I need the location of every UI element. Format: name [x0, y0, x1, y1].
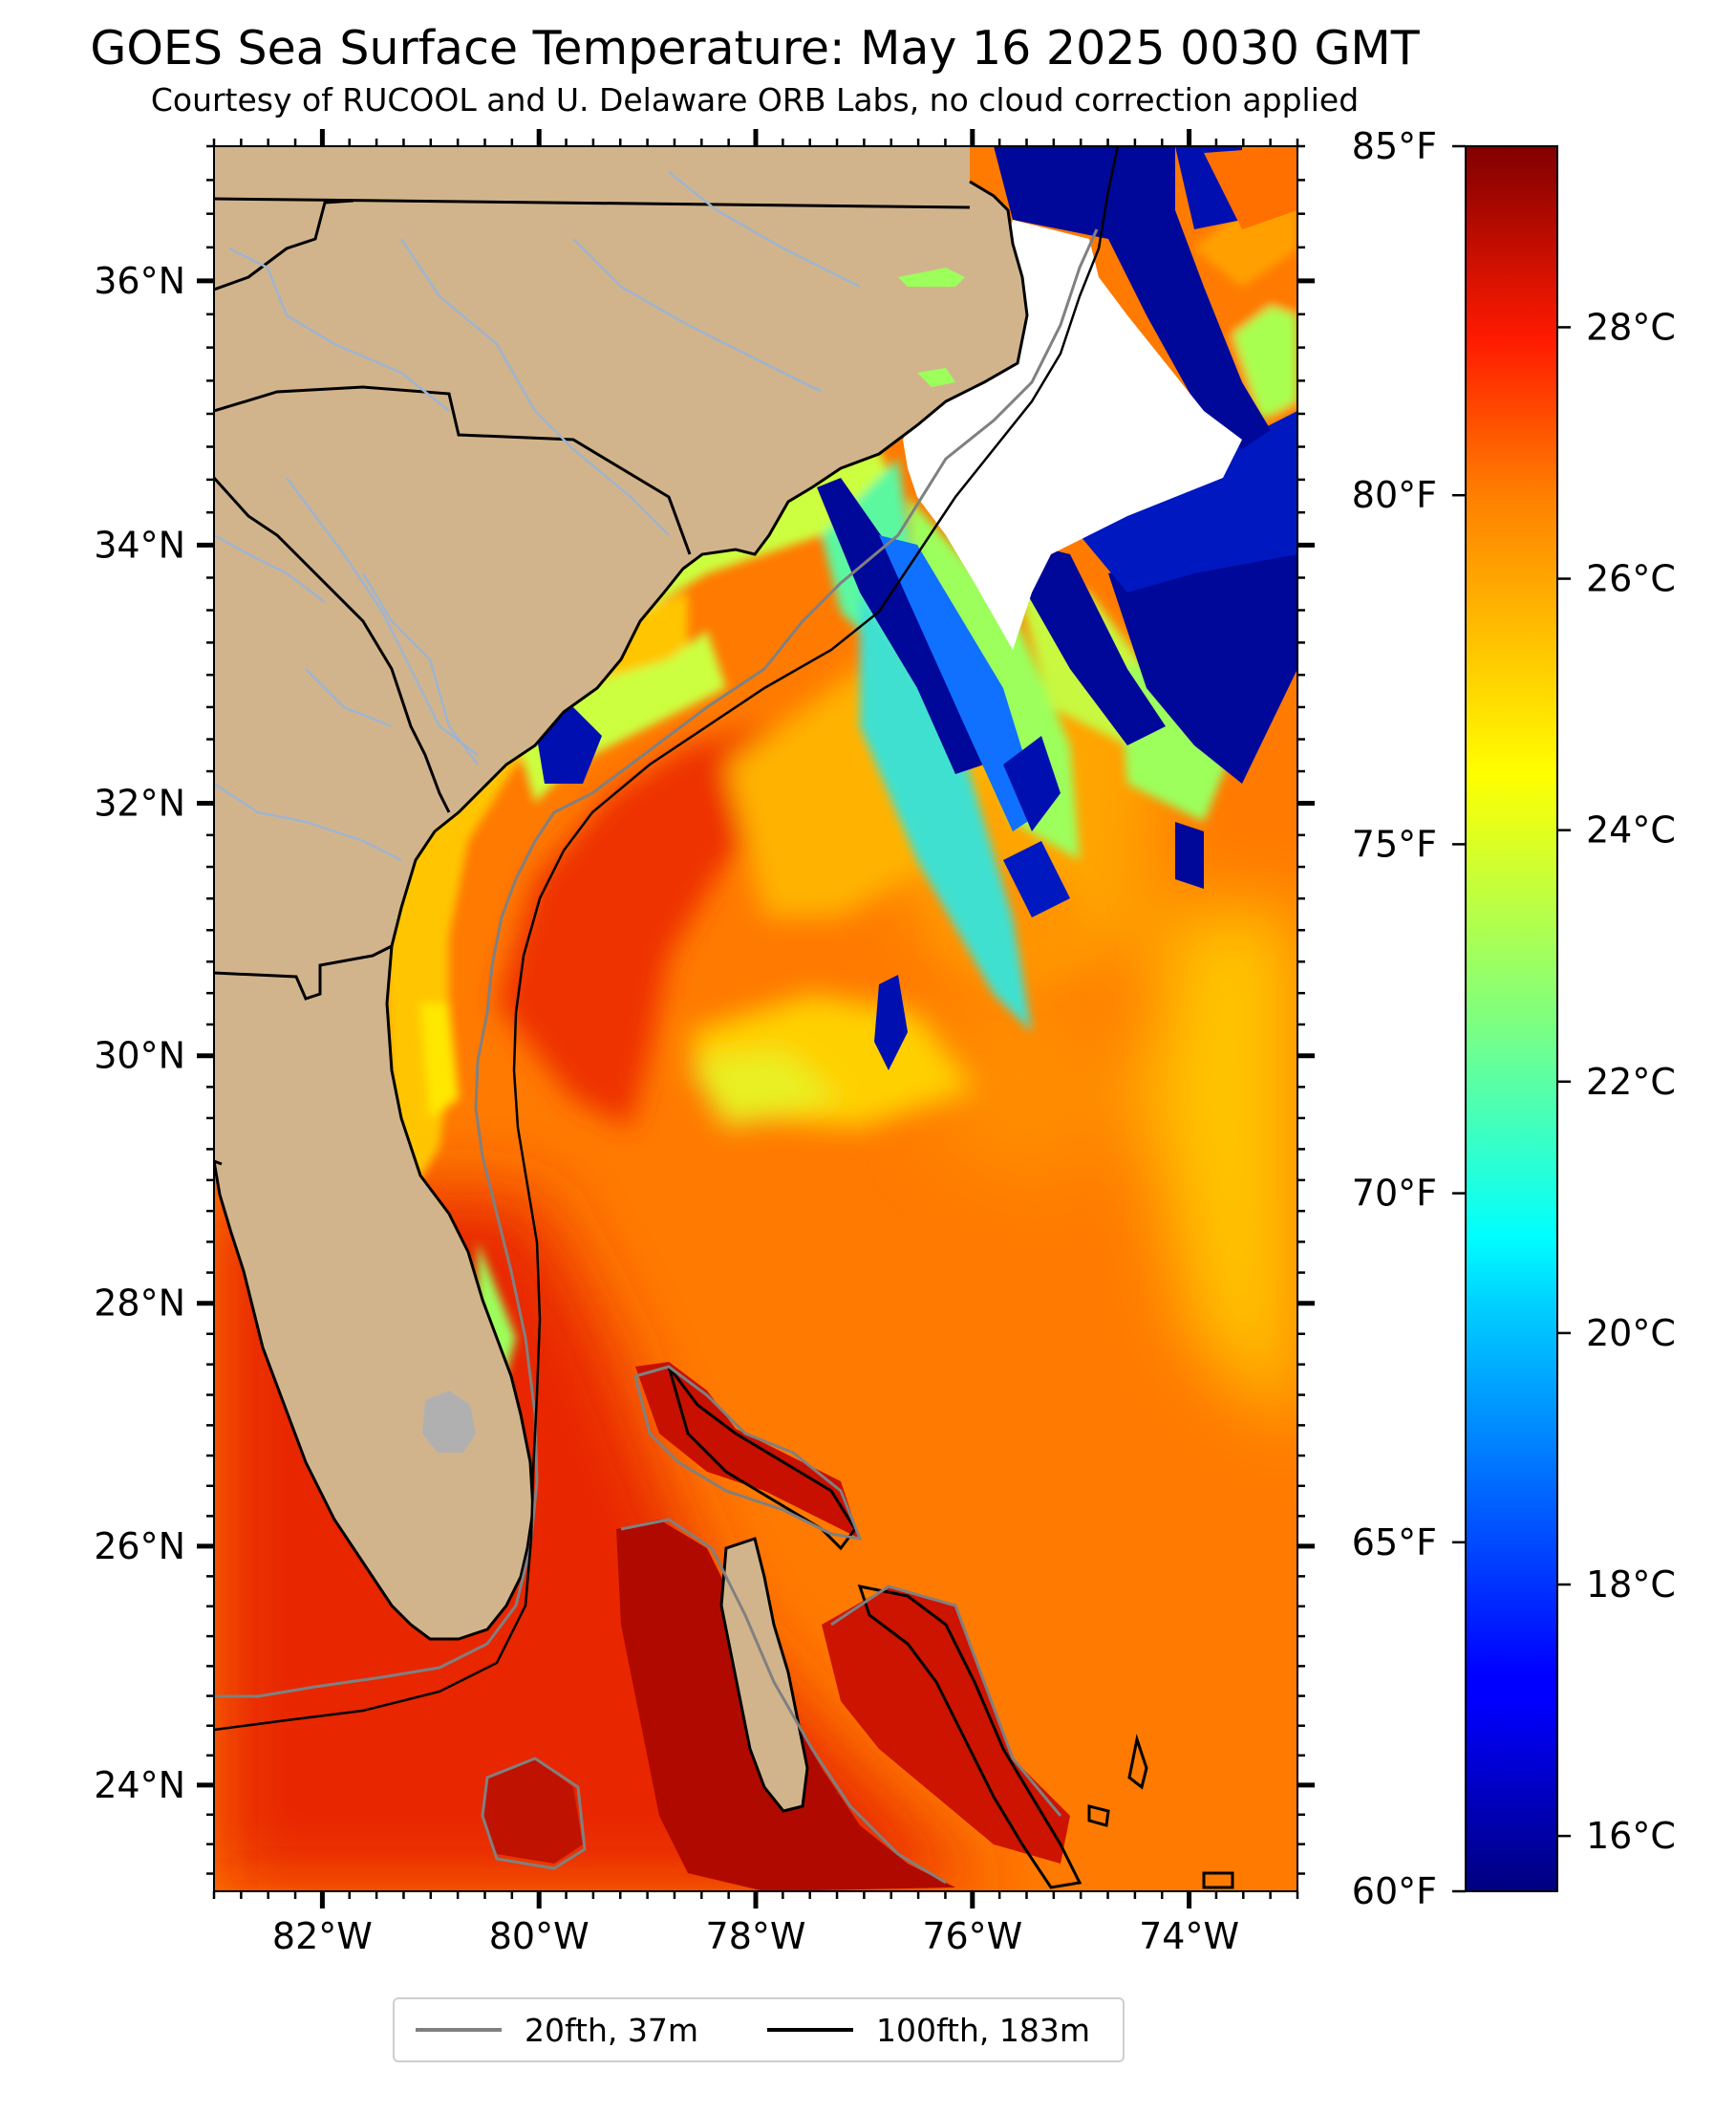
legend-label-100fth: 100fth, 183m [876, 2011, 1090, 2049]
lat-label: 34°N [94, 524, 185, 566]
lon-label: 82°W [272, 1915, 373, 1957]
land [214, 146, 1027, 1811]
celsius-label: 26°C [1586, 558, 1676, 600]
colorbar-fahrenheit-axis: 60°F 65°F 70°F 75°F 80°F 85°F [1352, 125, 1466, 1912]
isobath-100fth [214, 146, 1120, 1732]
coastline [214, 180, 1234, 1889]
longitude-axis: 82°W 80°W 78°W 76°W 74°W [212, 129, 1299, 1957]
lat-label: 26°N [94, 1525, 185, 1567]
pamlico-sound [917, 368, 955, 387]
state-borders [214, 197, 971, 1001]
legend-swatch-100fth [767, 2028, 853, 2032]
map-content [214, 146, 1297, 1891]
latitude-axis: 24°N 26°N 28°N 30°N 32°N 34°N 36°N [94, 144, 1315, 1875]
celsius-label: 24°C [1586, 809, 1676, 852]
albemarle-sound [898, 268, 965, 287]
isobath-legend: 20fth, 37m 100fth, 183m [393, 1997, 1125, 2062]
lat-label: 24°N [94, 1764, 185, 1806]
fahrenheit-label: 80°F [1352, 474, 1437, 516]
map-title: GOES Sea Surface Temperature: May 16 202… [90, 21, 1420, 75]
lat-label: 32°N [94, 782, 185, 824]
map-subtitle: Courtesy of RUCOOL and U. Delaware ORB L… [150, 81, 1360, 119]
legend-item-20fth: 20fth, 37m [416, 1999, 698, 2060]
us-mainland [214, 146, 1027, 1639]
lake-okeechobee [422, 1391, 476, 1453]
lat-label: 30°N [94, 1035, 185, 1077]
lon-label: 78°W [706, 1915, 806, 1957]
lon-label: 74°W [1139, 1915, 1239, 1957]
celsius-label: 20°C [1586, 1312, 1676, 1354]
colorbar-celsius-axis: 16°C 18°C 20°C 22°C 24°C 26°C 28°C [1557, 306, 1676, 1857]
fahrenheit-label: 65°F [1352, 1521, 1437, 1563]
lon-label: 76°W [922, 1915, 1022, 1957]
fahrenheit-label: 60°F [1352, 1870, 1437, 1912]
rivers [214, 171, 861, 862]
fahrenheit-label: 70°F [1352, 1173, 1437, 1215]
legend-item-100fth: 100fth, 183m [767, 1999, 1090, 2060]
lat-label: 36°N [94, 260, 185, 302]
colorbar-gradient [1465, 145, 1558, 1892]
celsius-label: 22°C [1586, 1061, 1676, 1103]
lat-label: 28°N [94, 1283, 185, 1325]
andros-island [721, 1539, 807, 1811]
fahrenheit-label: 85°F [1352, 125, 1437, 167]
legend-label-20fth: 20fth, 37m [525, 2011, 698, 2049]
celsius-label: 28°C [1586, 306, 1676, 348]
lon-label: 80°W [489, 1915, 589, 1957]
celsius-label: 18°C [1586, 1563, 1676, 1606]
celsius-label: 16°C [1586, 1815, 1676, 1857]
isobath-20fth [214, 228, 1099, 1885]
fahrenheit-label: 75°F [1352, 823, 1437, 865]
legend-swatch-20fth [416, 2028, 502, 2032]
